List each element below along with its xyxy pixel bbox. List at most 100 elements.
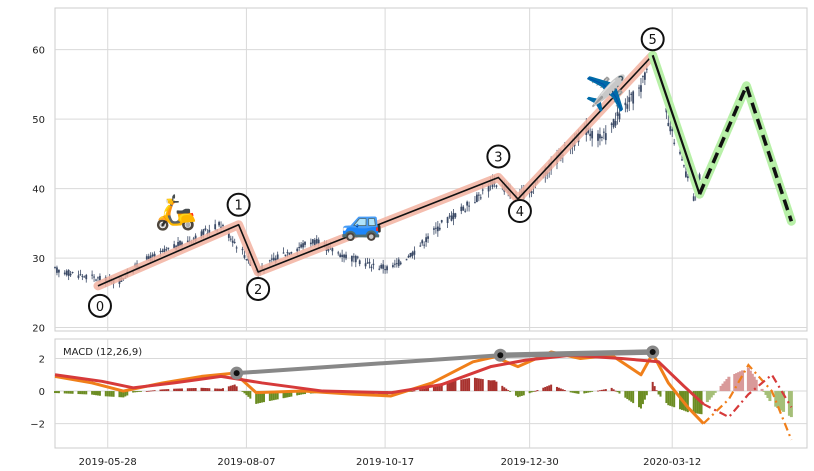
candle-body bbox=[56, 267, 58, 273]
histogram-bar bbox=[274, 391, 277, 400]
wave-label: 4 bbox=[516, 205, 524, 220]
histogram-bar bbox=[296, 391, 299, 396]
histogram-bar bbox=[216, 388, 219, 392]
histogram-bar bbox=[597, 390, 600, 392]
price-panel: 20 30 40 50 60 0 1 2 3 4 5 🛵 🚙 ✈️ bbox=[32, 7, 808, 335]
histogram-bar bbox=[227, 386, 230, 392]
candle-body bbox=[686, 176, 689, 179]
candle-body bbox=[65, 270, 68, 276]
histogram-forecast-bar bbox=[741, 370, 745, 392]
candle-body bbox=[684, 171, 687, 177]
histogram-bar bbox=[132, 391, 135, 393]
histogram-bar bbox=[136, 391, 139, 393]
histogram-bar bbox=[63, 391, 66, 394]
histogram-bar bbox=[489, 380, 492, 392]
histogram-bar bbox=[587, 391, 590, 393]
wave-label-circle bbox=[246, 276, 271, 301]
wave-forecast bbox=[648, 50, 796, 226]
histogram-forecast-bar bbox=[748, 370, 752, 392]
candle-body bbox=[610, 123, 613, 126]
histogram-bar bbox=[630, 391, 633, 402]
histogram-bar bbox=[653, 386, 656, 392]
histogram-bar bbox=[440, 383, 443, 392]
candle-body bbox=[364, 263, 367, 267]
histogram-bar bbox=[214, 388, 217, 392]
histogram-bar bbox=[175, 388, 178, 392]
macd-divergence bbox=[230, 345, 660, 380]
candle-body bbox=[638, 87, 640, 89]
candle-body bbox=[229, 238, 232, 240]
histogram-bar bbox=[573, 391, 576, 394]
candle-body bbox=[604, 133, 607, 141]
candle-body bbox=[153, 253, 156, 258]
macd-label: MACD (12,26,9) bbox=[63, 347, 142, 358]
candle-body bbox=[161, 250, 164, 253]
candle-body bbox=[192, 238, 195, 240]
macd-y-tick-labels: −2 0 2 bbox=[30, 355, 45, 431]
candle-body bbox=[427, 236, 429, 239]
histogram-bar bbox=[638, 391, 641, 408]
histogram-bar bbox=[419, 389, 422, 392]
histogram-bar bbox=[147, 390, 150, 392]
histogram-bar bbox=[298, 391, 301, 396]
histogram-bar bbox=[425, 388, 428, 392]
histogram-bar bbox=[139, 391, 142, 392]
histogram-bar bbox=[475, 378, 478, 392]
histogram-bar bbox=[95, 391, 98, 396]
wave-label-circle bbox=[87, 293, 112, 318]
candle-body bbox=[343, 254, 345, 258]
histogram-bar bbox=[604, 389, 607, 392]
histogram-bar bbox=[460, 379, 463, 392]
histogram-forecast-bar bbox=[719, 385, 723, 392]
histogram-bar bbox=[464, 378, 467, 392]
candle-body bbox=[81, 275, 84, 277]
histogram-bar bbox=[91, 391, 94, 395]
candle-body bbox=[450, 215, 453, 221]
candle-body bbox=[202, 229, 205, 235]
price-y-tick-label: 50 bbox=[32, 115, 45, 126]
histogram-bar bbox=[610, 387, 613, 392]
candle-body bbox=[679, 151, 681, 154]
candle-body bbox=[341, 254, 344, 257]
histogram-bar bbox=[448, 381, 451, 392]
price-plot-area bbox=[54, 7, 808, 332]
histogram-bar bbox=[667, 391, 670, 406]
wave-label: 1 bbox=[234, 199, 242, 214]
histogram-bar bbox=[454, 380, 457, 392]
histogram-bar bbox=[432, 386, 435, 392]
histogram-bar bbox=[229, 385, 232, 392]
histogram-bar bbox=[669, 391, 672, 406]
candle-body bbox=[177, 242, 179, 248]
candle-body bbox=[436, 226, 439, 232]
candle-body bbox=[476, 194, 478, 202]
candle-body bbox=[395, 263, 398, 265]
histogram-bar bbox=[559, 388, 562, 392]
histogram-forecast-bar bbox=[725, 379, 729, 392]
histogram-bar bbox=[665, 391, 668, 404]
candle-body bbox=[235, 247, 238, 249]
histogram-forecast-bar bbox=[705, 391, 709, 403]
histogram-bar bbox=[186, 388, 189, 392]
histogram-bar bbox=[159, 389, 162, 392]
candle-body bbox=[454, 213, 457, 218]
wave-label: 3 bbox=[494, 150, 502, 165]
histogram-bar bbox=[288, 391, 291, 397]
histogram-bar bbox=[487, 380, 490, 392]
histogram-bar bbox=[83, 391, 86, 395]
histogram-bar bbox=[81, 391, 84, 395]
price-y-tick-label: 60 bbox=[32, 46, 45, 57]
histogram-bar bbox=[218, 388, 221, 392]
price-y-tick-labels: 20 30 40 50 60 bbox=[32, 46, 45, 335]
histogram-bar bbox=[257, 391, 260, 404]
histogram-forecast-bar bbox=[735, 373, 739, 392]
candle-body bbox=[317, 239, 320, 244]
histogram-bar bbox=[514, 391, 517, 396]
candle-body bbox=[407, 255, 410, 258]
histogram-bar bbox=[235, 386, 238, 392]
candle-body bbox=[309, 242, 312, 245]
histogram-bar bbox=[249, 391, 252, 399]
price-y-tick-label: 30 bbox=[32, 254, 45, 265]
candle-body bbox=[350, 255, 353, 262]
histogram-bar bbox=[259, 391, 262, 403]
candle-body bbox=[530, 190, 533, 194]
